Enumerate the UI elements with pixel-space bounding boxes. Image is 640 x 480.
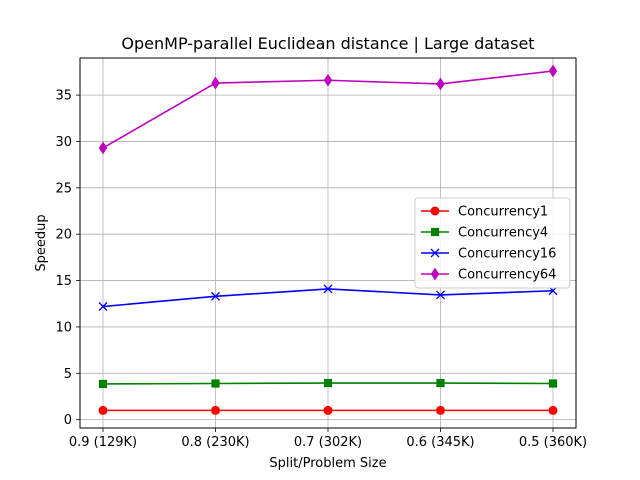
y-tick-label: 20 bbox=[55, 228, 72, 243]
x-marker-stroke bbox=[430, 248, 440, 258]
y-tick-label: 15 bbox=[55, 274, 72, 289]
legend-label: Concurrency4 bbox=[458, 226, 548, 241]
x-axis-title: Split/Problem Size bbox=[269, 456, 386, 471]
series-concurrency64 bbox=[98, 64, 558, 155]
data-point-concurrency16 bbox=[98, 302, 108, 311]
series-concurrency4 bbox=[98, 378, 558, 389]
data-point-concurrency64 bbox=[436, 77, 445, 91]
legend-entry-concurrency16: Concurrency16 bbox=[421, 247, 556, 262]
legend-label: Concurrency64 bbox=[458, 268, 556, 283]
legend-label: Concurrency16 bbox=[458, 247, 556, 262]
data-point-concurrency4 bbox=[436, 378, 445, 388]
legend-entry-concurrency64: Concurrency64 bbox=[421, 268, 556, 283]
x-marker-stroke bbox=[436, 290, 445, 300]
y-tick-label: 30 bbox=[55, 135, 72, 150]
data-point-concurrency64 bbox=[98, 141, 108, 155]
y-tick-label: 25 bbox=[55, 181, 72, 196]
legend: Concurrency1 Concurrency4 Concurrency16 Con… bbox=[414, 197, 571, 289]
data-point-concurrency4 bbox=[98, 379, 108, 389]
data-point-concurrency16 bbox=[323, 284, 333, 294]
data-point-concurrency16 bbox=[436, 290, 445, 300]
axis-ticks: 0.9 (129K) 0.8 (230K) 0.7 (302K) 0.6 (345K)… bbox=[55, 89, 587, 450]
x-marker-stroke bbox=[211, 291, 220, 301]
data-point-concurrency64 bbox=[211, 76, 220, 90]
y-tick-label: 10 bbox=[55, 320, 72, 335]
data-point-concurrency64 bbox=[323, 73, 333, 87]
y-axis-title: Speedup bbox=[34, 214, 49, 271]
x-marker-stroke bbox=[323, 284, 333, 294]
y-tick-label: 5 bbox=[64, 367, 72, 382]
x-tick-label: 0.7 (302K) bbox=[294, 435, 362, 450]
legend-marker bbox=[430, 267, 440, 281]
legend-entry-concurrency4: Concurrency4 bbox=[421, 226, 548, 241]
chart-title: OpenMP-parallel Euclidean distance | Lar… bbox=[121, 34, 534, 53]
legend-label: Concurrency1 bbox=[458, 205, 548, 220]
data-point-concurrency4 bbox=[211, 379, 220, 388]
x-marker-stroke bbox=[98, 302, 108, 311]
series-layer bbox=[98, 64, 558, 415]
data-point-concurrency4 bbox=[548, 379, 558, 388]
legend-entry-concurrency1: Concurrency1 bbox=[421, 205, 548, 220]
data-point-concurrency1 bbox=[211, 405, 220, 415]
x-tick-label: 0.8 (230K) bbox=[181, 435, 249, 450]
y-tick-label: 0 bbox=[64, 413, 72, 428]
data-point-concurrency1 bbox=[436, 405, 445, 415]
data-point-concurrency64 bbox=[548, 64, 558, 78]
x-tick-label: 0.9 (129K) bbox=[69, 435, 137, 450]
x-tick-label: 0.6 (345K) bbox=[406, 435, 474, 450]
x-tick-label: 0.5 (360K) bbox=[519, 435, 587, 450]
data-point-concurrency1 bbox=[323, 405, 333, 415]
data-point-concurrency16 bbox=[211, 291, 220, 301]
data-point-concurrency1 bbox=[548, 405, 558, 415]
legend-box bbox=[414, 197, 571, 289]
data-point-concurrency1 bbox=[98, 405, 108, 415]
legend-marker bbox=[430, 206, 440, 216]
data-point-concurrency4 bbox=[323, 378, 333, 388]
legend-marker bbox=[430, 248, 440, 258]
legend-marker bbox=[430, 227, 440, 237]
series-concurrency1 bbox=[98, 405, 558, 415]
y-tick-label: 35 bbox=[55, 89, 72, 104]
